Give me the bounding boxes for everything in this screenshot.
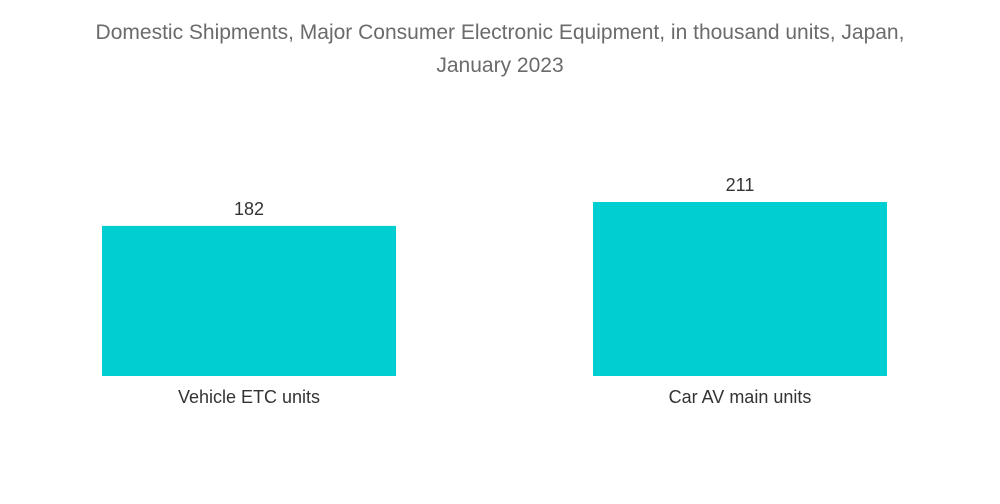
- value-label-vehicle-etc-units: 182: [234, 199, 264, 219]
- chart-title-line-1: Domestic Shipments, Major Consumer Elect…: [95, 21, 905, 44]
- value-label-car-av-main-units: 211: [726, 175, 755, 195]
- category-label-car-av-main-units: Car AV main units: [669, 387, 812, 407]
- category-label-vehicle-etc-units: Vehicle ETC units: [178, 387, 320, 407]
- chart-title: Domestic Shipments, Major Consumer Elect…: [0, 16, 1000, 82]
- chart-title-line-2: January 2023: [436, 54, 564, 77]
- bar-vehicle-etc-units: [102, 225, 396, 376]
- bar-car-av-main-units: [593, 202, 887, 376]
